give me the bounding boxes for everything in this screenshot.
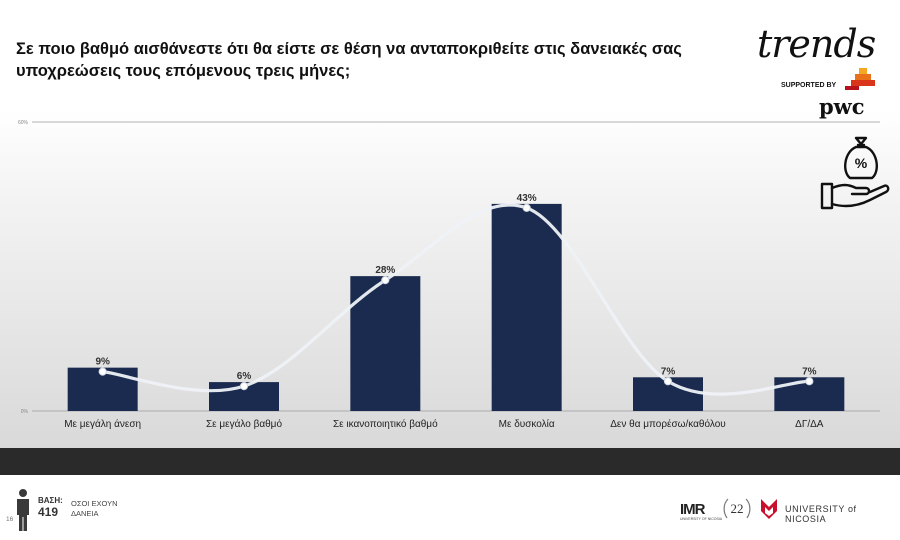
y-tick-label: 60% [18,120,29,126]
data-label: 7% [802,366,817,377]
x-tick-label: Σε ικανοποιητικό βαθμό [333,418,438,430]
base-label: ΒΑΣΗ: [38,496,63,505]
x-tick-label: Σε μεγάλο βαθμό [206,418,282,430]
trend-point [381,276,390,285]
imr-logo: IMR [680,501,705,518]
footer-bar [0,448,900,475]
university-name: UNIVERSITY of NICOSIA [785,504,857,524]
pwc-logo: pwc [819,94,865,119]
data-label: 28% [375,265,395,276]
trend-point [805,377,814,386]
y-tick-label: 0% [21,409,29,415]
pwc-mark-icon [845,68,875,90]
anniversary-number: 22 [731,501,744,516]
imr-subtitle: UNIVERSITY OF NICOSIA [680,517,723,521]
trend-line [102,203,810,396]
base-description: ΟΣΟΙ ΕΧΟΥΝ ΔΑΝΕΙΑ [71,499,118,518]
base-value: 419 [38,505,59,519]
person-icon [17,489,29,531]
trends-logo: trends [757,22,876,66]
bar [491,203,562,411]
bar-chart: 0% 60% Με μεγάλη άνεση Σε μεγάλο βαθμό Σε ι… [18,120,880,430]
data-label: 43% [517,193,537,204]
trend-point [522,203,531,212]
data-label: 9% [95,357,110,368]
supported-by-label: SUPPORTED BY [781,82,837,89]
data-label: 7% [661,366,676,377]
x-tick-label: Με δυσκολία [499,418,555,430]
trend-point [663,377,673,386]
page-number: 16 [6,516,14,523]
university-mark-icon [761,499,777,519]
money-bag-hand-icon: % [820,136,890,210]
data-label: 6% [237,371,252,382]
anniversary-badge-icon: 22 [723,498,751,519]
x-tick-label: ΔΓ/ΔΑ [795,419,824,430]
x-tick-label: Δεν θα μπορέσω/καθόλου [610,418,726,430]
brand-block: trends SUPPORTED BY pwc [745,18,885,119]
trend-point [98,367,107,376]
trend-point [239,382,249,391]
svg-text:%: % [855,155,868,171]
chart-title: Σε ποιο βαθμό αισθάνεστε ότι θα είστε σε… [16,40,682,80]
x-tick-label: Με μεγάλη άνεση [64,418,141,430]
